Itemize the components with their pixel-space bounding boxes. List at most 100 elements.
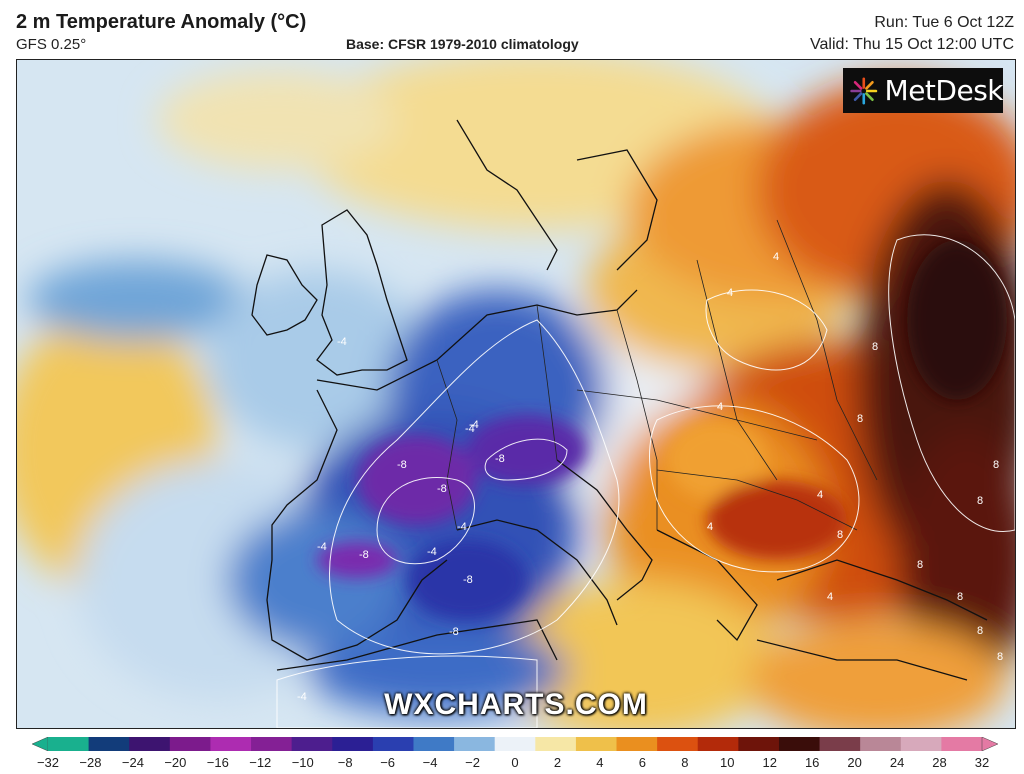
colorbar-segment <box>575 737 618 751</box>
coastlines <box>251 119 988 681</box>
colorbar-segment <box>291 737 333 751</box>
colorbar-tick-label: −12 <box>249 755 272 770</box>
contour-label: -8 <box>437 483 447 495</box>
metdesk-logo-text: MetDesk <box>884 74 1004 107</box>
colorbar-segment <box>900 737 942 751</box>
climatology-base: Base: CFSR 1979-2010 climatology <box>346 36 579 52</box>
contour-label: 4 <box>717 401 723 413</box>
ireland-outline <box>251 254 318 336</box>
black-sea-coast <box>776 559 988 621</box>
contour-label: -4 <box>465 423 475 435</box>
colorbar-ticks: −32 −28 −24 −20 −16 −12 −10 −8 −6 −4 −2 0 2 4 6 8 10 12 16… <box>32 755 998 773</box>
contour-label: -8 <box>449 626 459 638</box>
metdesk-logo-icon <box>850 77 878 104</box>
colorbar-segment <box>48 737 90 751</box>
colorbar-tick-label: 2 <box>553 755 562 770</box>
contour-label: 8 <box>997 651 1003 663</box>
balkans-coast <box>656 529 758 642</box>
colorbar-segment <box>535 737 577 751</box>
model-name: GFS 0.25° <box>16 36 87 53</box>
north-africa-coast <box>276 619 558 671</box>
colorbar-tick-label: −24 <box>121 755 144 770</box>
colorbar-tick-label: 32 <box>974 755 990 770</box>
colorbar-segment <box>454 737 496 751</box>
contour-label: 8 <box>977 495 983 507</box>
colorbar-segment <box>332 737 374 751</box>
colorbar-segment <box>372 737 415 751</box>
contour-label: 4 <box>773 251 779 263</box>
contour-label: 4 <box>727 287 733 299</box>
adriatic-coast <box>556 459 653 601</box>
anatolia-coast <box>756 639 968 681</box>
contour-label: 4 <box>707 521 713 533</box>
contour-label: -8 <box>359 549 369 561</box>
colorbar-segment <box>210 737 252 751</box>
anomaly-field <box>17 60 1015 728</box>
colorbar-tick-label: 4 <box>596 755 604 770</box>
iberia-france-coast <box>266 389 448 661</box>
colorbar-segment <box>88 737 130 751</box>
contour-label: 4 <box>827 591 833 603</box>
contour-label: 8 <box>872 341 878 353</box>
contour-label: -4 <box>427 546 437 558</box>
contour-label: 4 <box>817 489 823 501</box>
colorbar-tick-label: 10 <box>720 755 735 770</box>
colorbar-segment <box>616 737 658 751</box>
colorbar-tick-label: 12 <box>762 755 777 770</box>
run-time: Run: Tue 6 Oct 12Z <box>874 14 1014 31</box>
scandinavia-west-coast <box>456 119 558 271</box>
contour-label: -4 <box>457 521 467 533</box>
colorbar-segment <box>129 737 171 751</box>
colorbar-segment <box>860 737 902 751</box>
colorbar-tick-label: −2 <box>465 755 480 770</box>
watermark: WXCHARTS.COM <box>384 688 648 721</box>
colorbar-tick-label: −20 <box>164 755 187 770</box>
colorbar-segment <box>413 737 455 751</box>
contour-label: 8 <box>977 625 983 637</box>
colorbar-tick-label: −4 <box>422 755 438 770</box>
italy-west-coast <box>456 519 618 626</box>
colorbar-segment <box>941 737 983 751</box>
contour-labels: -4 -4 -4 -4 -4 -4 -8 -8 -8 -8 -8 -8 -4 4… <box>297 251 1003 703</box>
colorbar-segment <box>819 737 861 751</box>
contour-label: 8 <box>837 529 843 541</box>
colorbar-segment <box>169 737 212 751</box>
colorbar-tick-label: 24 <box>889 755 905 770</box>
contour-label: -4 <box>469 419 479 431</box>
anomaly-map: -4 -4 -4 -4 -4 -4 -8 -8 -8 -8 -8 -8 -4 4… <box>16 59 1016 729</box>
contour-label: 8 <box>917 559 923 571</box>
contour-label: -8 <box>495 453 505 465</box>
colorbar-tick-label: 6 <box>638 755 646 770</box>
contour-label: -8 <box>463 574 473 586</box>
contour-label: -4 <box>337 336 347 348</box>
contour-label: 8 <box>957 591 963 603</box>
baltic-coast <box>576 149 658 271</box>
colorbar-tick-label: 20 <box>847 755 862 770</box>
contour-label: -4 <box>317 541 327 553</box>
great-britain-outline <box>316 209 408 376</box>
colorbar-segment <box>494 737 536 751</box>
colorbar-left-arrow <box>32 737 49 751</box>
contour-lines <box>276 234 1015 728</box>
colorbar-right-arrow <box>981 737 998 751</box>
colorbar-tick-label: 28 <box>932 755 947 770</box>
colorbar-segment <box>697 737 739 751</box>
contour-label: -4 <box>297 691 307 703</box>
contour-label: -8 <box>397 459 407 471</box>
colorbar-tick-label: −28 <box>79 755 102 770</box>
colorbar-tick-label: −32 <box>36 755 60 770</box>
colorbar-segment <box>738 737 780 751</box>
colorbar-tick-label: 16 <box>804 755 820 770</box>
valid-time: Valid: Thu 15 Oct 12:00 UTC <box>810 36 1014 53</box>
colorbar-tick-label: 8 <box>681 755 689 770</box>
colorbar-tick-label: 0 <box>511 755 519 770</box>
chart-header: 2 m Temperature Anomaly (°C) GFS 0.25° B… <box>0 0 1024 58</box>
contour-label: 8 <box>993 459 999 471</box>
colorbar-tick-label: −6 <box>380 755 396 770</box>
colorbar-tick-label: −10 <box>291 755 314 770</box>
colorbar-tick-label: −8 <box>337 755 353 770</box>
contour-label: 8 <box>857 413 863 425</box>
colorbar <box>32 737 998 751</box>
chart-title: 2 m Temperature Anomaly (°C) <box>16 11 307 33</box>
map-canvas: -4 -4 -4 -4 -4 -4 -8 -8 -8 -8 -8 -8 -4 4… <box>17 60 1015 728</box>
